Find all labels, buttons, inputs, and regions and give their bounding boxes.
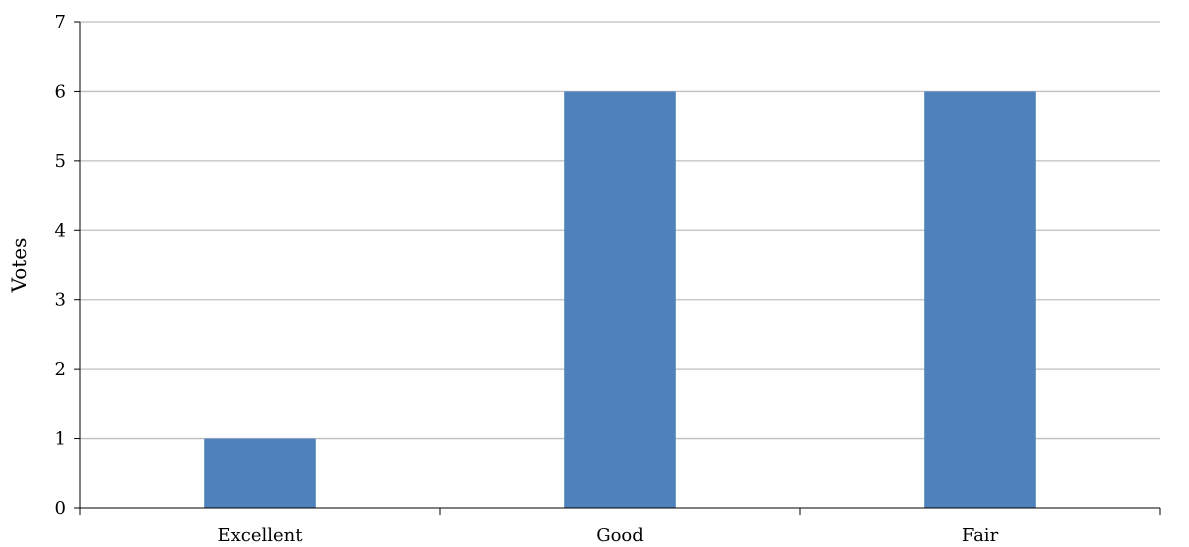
y-tick-label: 6 (55, 81, 66, 102)
tick-labels: 0 1 2 3 4 5 6 7 Excellent Good Fair (55, 12, 999, 546)
bars (204, 91, 1036, 508)
y-tick-label: 2 (55, 359, 66, 380)
bar-fair (924, 91, 1036, 508)
y-tick-label: 4 (55, 220, 66, 241)
axes (74, 21, 1161, 515)
x-tick-label: Excellent (217, 525, 303, 546)
bar-good (564, 91, 676, 508)
y-tick-label: 3 (55, 290, 66, 311)
bar-excellent (204, 438, 316, 508)
x-tick-label: Good (596, 525, 644, 546)
y-tick-label: 7 (55, 12, 66, 33)
y-tick-label: 1 (55, 429, 66, 450)
y-axis-title: Votes (7, 238, 31, 294)
y-tick-label: 0 (55, 498, 66, 519)
x-tick-label: Fair (962, 525, 999, 546)
y-tick-label: 5 (55, 151, 66, 172)
